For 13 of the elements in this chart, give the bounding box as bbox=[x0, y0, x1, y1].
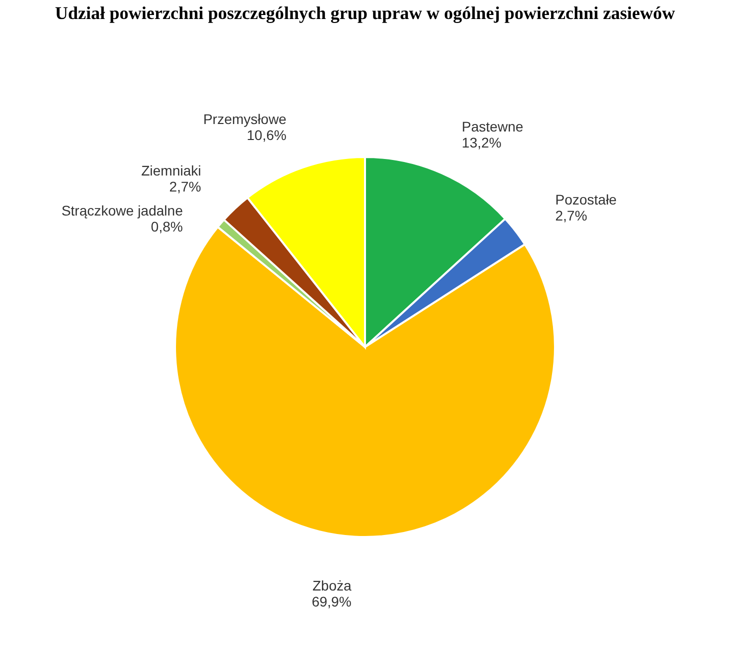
data-label: 0,8% bbox=[150, 218, 183, 235]
slice-label: Przemysłowe bbox=[203, 111, 287, 128]
slice-label: Pastewne bbox=[462, 118, 524, 134]
chart-title: Udział powierzchni poszczególnych grup upraw w ogólnej powierzchni zasiewów bbox=[55, 3, 675, 23]
slice-label: Ziemniaki bbox=[141, 162, 202, 179]
data-label: 13,2% bbox=[462, 134, 502, 150]
slice-label: Strączkowe jadalne bbox=[61, 202, 184, 219]
data-label: 10,6% bbox=[246, 127, 286, 144]
slice-label: Zboża bbox=[312, 578, 352, 594]
data-label: 2,7% bbox=[555, 208, 588, 224]
data-label: 2,7% bbox=[169, 178, 202, 195]
slice-label: Pozostałe bbox=[555, 192, 617, 208]
data-label: 69,9% bbox=[312, 594, 352, 610]
